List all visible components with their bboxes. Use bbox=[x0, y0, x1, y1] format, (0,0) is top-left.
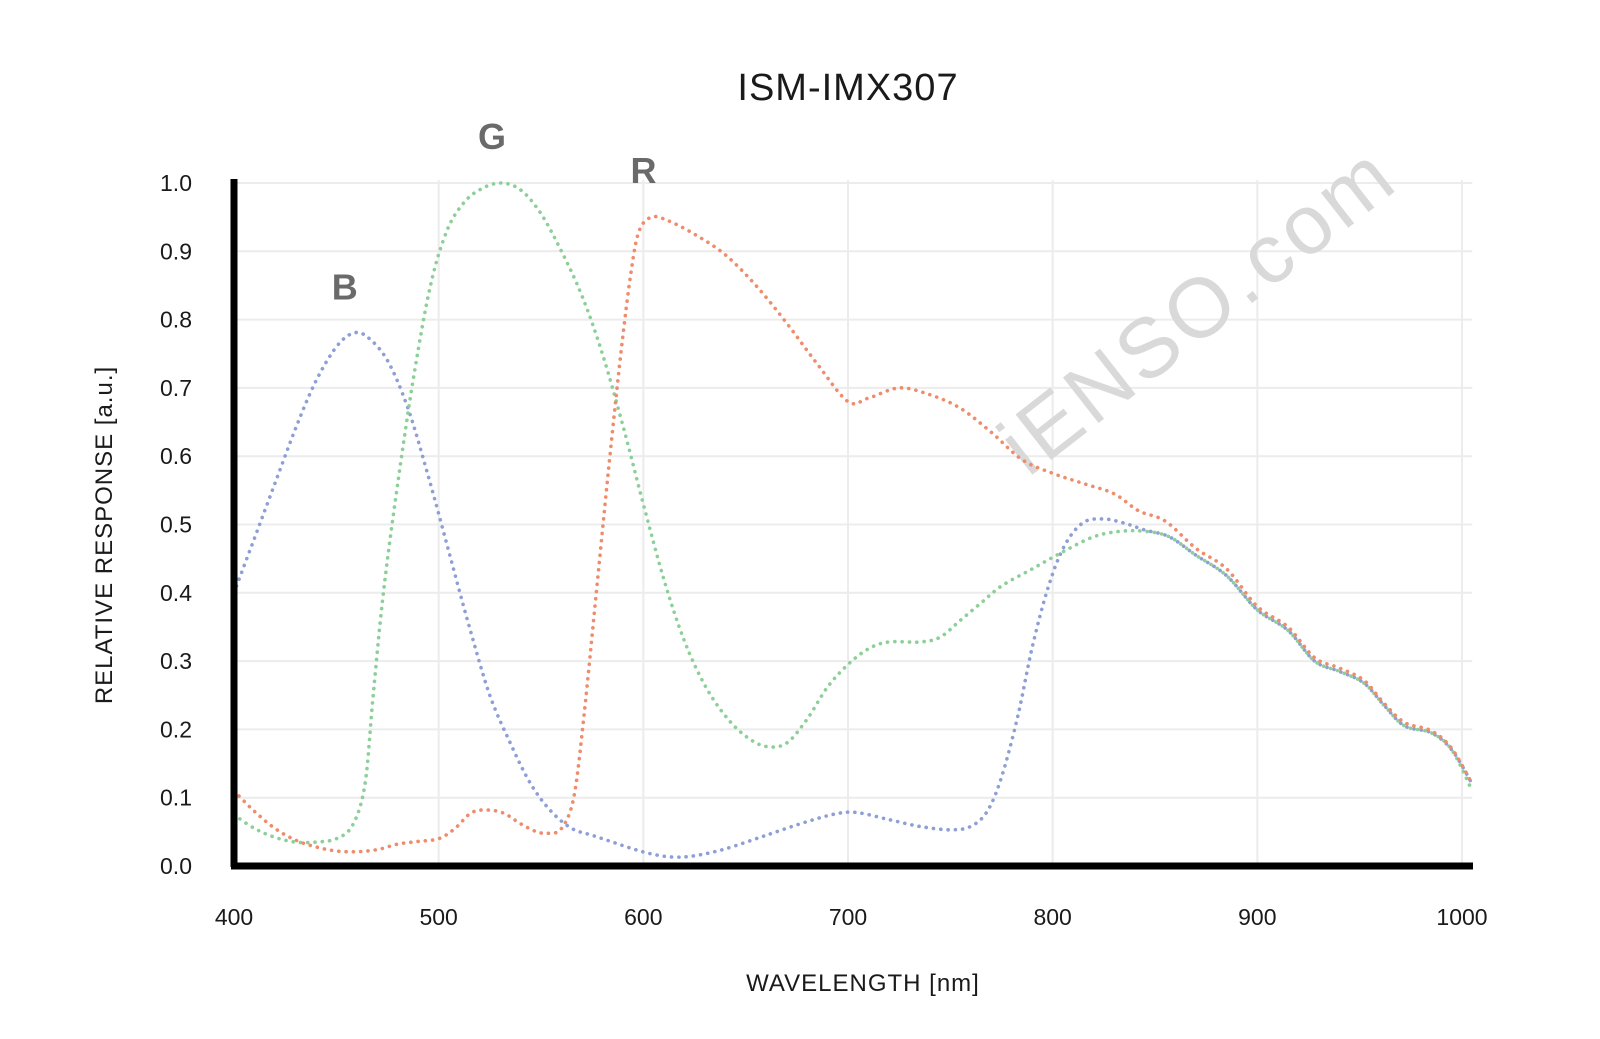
y-tick-label-6: 0.6 bbox=[160, 443, 192, 469]
tick-label-layer: 400 500 600 700 800 900 1000 0.0 0.1 0.2 0.3 0.4 0.5… bbox=[160, 170, 1488, 930]
series-label-r: R bbox=[631, 150, 657, 191]
series-line-g bbox=[232, 181, 1474, 845]
series-line-r bbox=[232, 214, 1474, 854]
series-label-g: G bbox=[478, 116, 506, 157]
y-tick-label-5: 0.5 bbox=[160, 512, 192, 538]
y-tick-label-4: 0.4 bbox=[160, 580, 192, 606]
series-line-b bbox=[232, 330, 1474, 859]
x-tick-label-6: 1000 bbox=[1436, 904, 1487, 930]
y-tick-label-9: 0.9 bbox=[160, 238, 192, 264]
y-tick-label-3: 0.3 bbox=[160, 648, 192, 674]
curve-layer bbox=[232, 181, 1474, 859]
y-tick-label-10: 1.0 bbox=[160, 170, 192, 196]
y-tick-label-1: 0.1 bbox=[160, 785, 192, 811]
x-tick-label-4: 800 bbox=[1033, 904, 1071, 930]
y-tick-label-2: 0.2 bbox=[160, 716, 192, 742]
watermark-text: iENSO.com bbox=[981, 126, 1413, 492]
x-tick-label-3: 700 bbox=[829, 904, 867, 930]
chart-title: ISM-IMX307 bbox=[737, 67, 958, 109]
y-tick-label-0: 0.0 bbox=[160, 853, 192, 879]
x-tick-label-1: 500 bbox=[419, 904, 457, 930]
x-axis-label: WAVELENGTH [nm] bbox=[746, 970, 980, 997]
y-tick-label-7: 0.7 bbox=[160, 375, 192, 401]
series-label-b: B bbox=[332, 266, 358, 307]
x-tick-label-2: 600 bbox=[624, 904, 662, 930]
series-label-layer: B G R bbox=[332, 116, 657, 307]
x-tick-label-0: 400 bbox=[215, 904, 253, 930]
y-axis-label: RELATIVE RESPONSE [a.u.] bbox=[91, 366, 118, 704]
y-tick-label-8: 0.8 bbox=[160, 307, 192, 333]
x-tick-label-5: 900 bbox=[1238, 904, 1276, 930]
